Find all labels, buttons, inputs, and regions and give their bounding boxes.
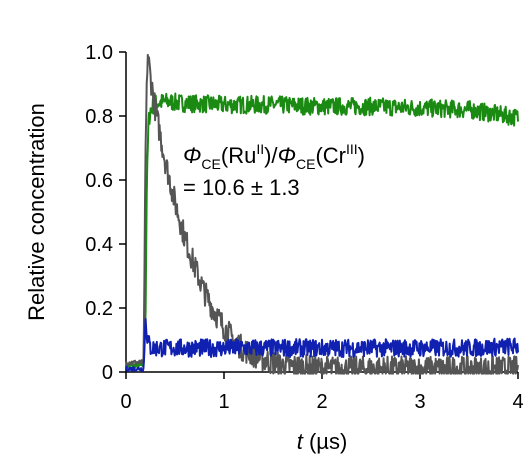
y-tick-label: 0.4 <box>85 234 113 256</box>
ticks: 0 0.2 0.4 0.6 0.8 1.0 0 1 2 3 4 <box>85 42 523 413</box>
x-tick-label: 3 <box>414 391 425 413</box>
x-tick-label: 4 <box>512 391 523 413</box>
close-paren: ) <box>358 143 365 168</box>
cr-text: (Cr <box>315 143 346 168</box>
x-tick-label: 2 <box>316 391 327 413</box>
annotation-value: = 10.6 ± 1.3 <box>183 175 300 200</box>
y-tick-label: 1.0 <box>85 42 113 64</box>
series-line-1 <box>125 53 519 375</box>
x-axis-variable: t <box>297 429 304 454</box>
axes <box>125 52 518 373</box>
series-line-0 <box>125 92 519 369</box>
y-tick-label: 0.6 <box>85 170 113 192</box>
superscript-ii: II <box>256 141 264 157</box>
series-group <box>125 53 519 375</box>
y-tick-label: 0.8 <box>85 106 113 128</box>
y-tick-label: 0 <box>102 362 113 384</box>
phi-symbol-2: Φ <box>278 143 296 168</box>
series-line-2 <box>125 317 519 373</box>
phi-symbol-1: Φ <box>183 143 201 168</box>
annotation-ratio: ΦCE(RuII)/ΦCE(CrIII) <box>183 141 365 172</box>
x-axis-unit: (µs) <box>303 429 347 454</box>
ru-text: (Ru <box>221 143 256 168</box>
x-tick-label: 1 <box>218 391 229 413</box>
subscript-ce-1: CE <box>201 156 220 172</box>
subscript-ce-2: CE <box>296 156 315 172</box>
y-tick-label: 0.2 <box>85 298 113 320</box>
x-axis-label: t (µs) <box>297 429 348 454</box>
x-tick-label: 0 <box>120 391 131 413</box>
slash-text: )/ <box>264 143 278 168</box>
y-axis-label: Relative concentration <box>24 103 49 321</box>
superscript-iii: III <box>346 141 358 157</box>
